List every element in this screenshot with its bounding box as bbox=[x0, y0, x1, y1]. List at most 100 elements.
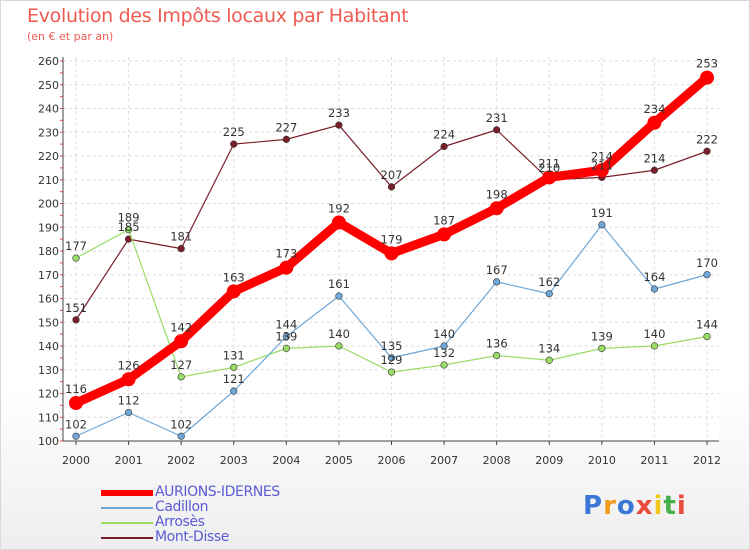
legend-swatch-aurions-idernes bbox=[101, 490, 153, 496]
data-label-arroses: 129 bbox=[381, 353, 403, 367]
logo-letter: r bbox=[603, 491, 617, 521]
data-point-cadillon bbox=[387, 354, 396, 362]
data-point-cadillon bbox=[335, 292, 343, 300]
data-label-aurions-idernes: 116 bbox=[65, 382, 87, 396]
y-tick-label: 210 bbox=[38, 174, 59, 187]
data-label-aurions-idernes: 234 bbox=[643, 102, 665, 116]
legend-item-cadillon: Cadillon bbox=[101, 500, 341, 515]
data-label-cadillon: 121 bbox=[223, 372, 245, 386]
y-tick-label: 150 bbox=[38, 316, 59, 329]
data-label-mont-disse: 214 bbox=[643, 151, 665, 165]
data-label-arroses: 136 bbox=[486, 337, 508, 351]
data-point-arroses bbox=[598, 344, 606, 352]
data-point-mont-disse bbox=[387, 183, 396, 191]
data-label-arroses: 134 bbox=[538, 341, 560, 355]
x-tick-label: 2006 bbox=[378, 454, 406, 467]
data-point-arroses bbox=[545, 356, 553, 364]
data-point-mont-disse bbox=[72, 316, 80, 324]
data-point-aurions-idernes bbox=[121, 372, 136, 387]
x-tick-label: 2001 bbox=[115, 454, 143, 467]
data-point-mont-disse bbox=[282, 135, 290, 143]
legend: AURIONS-IDERNES Cadillon Arrosès Mont-Di… bbox=[101, 485, 341, 545]
data-point-arroses bbox=[703, 332, 711, 341]
data-label-cadillon: 135 bbox=[381, 339, 403, 353]
data-point-cadillon bbox=[440, 342, 448, 350]
series-lines bbox=[69, 70, 714, 440]
data-point-arroses bbox=[72, 254, 80, 262]
data-label-aurions-idernes: 126 bbox=[118, 358, 140, 372]
data-point-cadillon bbox=[493, 278, 501, 286]
y-tick-label: 220 bbox=[38, 150, 59, 163]
y-tick-label: 190 bbox=[38, 221, 59, 234]
legend-item-aurions-idernes: AURIONS-IDERNES bbox=[101, 485, 341, 500]
data-label-mont-disse: 224 bbox=[433, 128, 455, 142]
legend-swatch-cadillon bbox=[101, 507, 153, 509]
data-label-arroses: 144 bbox=[696, 318, 718, 332]
data-point-aurions-idernes bbox=[700, 70, 714, 85]
x-tick-label: 2008 bbox=[483, 454, 511, 467]
x-tick-label: 2010 bbox=[588, 454, 616, 467]
y-tick-label: 240 bbox=[38, 103, 59, 116]
x-tick-label: 2011 bbox=[640, 454, 668, 467]
line-chart: 100 110 120 130 140 150 160 170 180 190 200 210 220 2… bbox=[38, 55, 721, 467]
data-label-aurions-idernes: 142 bbox=[170, 320, 192, 334]
x-tick-label: 2012 bbox=[693, 454, 721, 467]
data-label-mont-disse: 185 bbox=[118, 220, 140, 234]
logo-letter: x bbox=[635, 491, 654, 521]
x-tick-label: 2005 bbox=[325, 454, 353, 467]
chart-subtitle: (en € et par an) bbox=[27, 30, 114, 43]
legend-swatch-mont-disse bbox=[101, 537, 153, 539]
data-label-aurions-idernes: 163 bbox=[223, 270, 245, 284]
data-label-mont-disse: 233 bbox=[328, 106, 350, 120]
data-label-arroses: 189 bbox=[118, 211, 140, 225]
data-point-cadillon bbox=[545, 290, 553, 298]
data-point-aurions-idernes bbox=[542, 170, 557, 185]
data-label-arroses: 139 bbox=[275, 329, 297, 343]
data-point-aurions-idernes bbox=[437, 227, 452, 242]
y-tick-label: 140 bbox=[38, 340, 59, 353]
x-tick-label: 2007 bbox=[430, 454, 458, 467]
data-label-aurions-idernes: 211 bbox=[538, 156, 560, 170]
data-label-cadillon: 164 bbox=[643, 270, 665, 284]
data-label-cadillon: 140 bbox=[433, 327, 455, 341]
y-tick-label: 230 bbox=[38, 126, 59, 139]
data-label-cadillon: 167 bbox=[486, 263, 508, 277]
data-point-aurions-idernes bbox=[69, 396, 83, 410]
data-label-cadillon: 191 bbox=[591, 206, 613, 220]
y-tick-label: 200 bbox=[38, 198, 59, 211]
y-tick-label: 110 bbox=[38, 411, 59, 424]
logo-letter: P bbox=[583, 491, 604, 521]
data-label-aurions-idernes: 253 bbox=[696, 57, 718, 71]
data-point-arroses bbox=[650, 342, 659, 350]
data-label-mont-disse: 211 bbox=[591, 158, 613, 172]
data-label-aurions-idernes: 192 bbox=[328, 202, 350, 216]
logo-letter: t bbox=[663, 491, 677, 521]
data-label-aurions-idernes: 214 bbox=[591, 149, 613, 163]
data-point-mont-disse bbox=[335, 121, 343, 129]
data-label-arroses: 131 bbox=[223, 348, 245, 362]
data-label-cadillon: 144 bbox=[275, 318, 297, 332]
data-label-mont-disse: 207 bbox=[381, 168, 403, 182]
logo-letter: i bbox=[676, 491, 687, 521]
data-label-arroses: 140 bbox=[328, 327, 350, 341]
logo-letter: i bbox=[653, 491, 664, 521]
data-label-cadillon: 162 bbox=[538, 275, 560, 289]
x-tick-label: 2009 bbox=[535, 454, 563, 467]
data-label-arroses: 177 bbox=[65, 239, 87, 253]
data-point-arroses bbox=[177, 373, 185, 381]
data-point-mont-disse bbox=[230, 140, 238, 148]
x-tick-label: 2003 bbox=[220, 454, 248, 467]
data-label-cadillon: 102 bbox=[170, 417, 192, 431]
chart-title: Evolution des Impôts locaux par Habitant bbox=[27, 5, 409, 27]
data-point-cadillon bbox=[703, 271, 711, 279]
y-tick-label: 170 bbox=[38, 269, 59, 282]
data-label-mont-disse: 225 bbox=[223, 125, 245, 139]
data-label-aurions-idernes: 187 bbox=[433, 213, 455, 227]
data-label-arroses: 132 bbox=[433, 346, 455, 360]
data-label-aurions-idernes: 179 bbox=[381, 232, 403, 246]
legend-label-mont-disse: Mont-Disse bbox=[155, 529, 229, 545]
data-point-cadillon bbox=[282, 332, 290, 341]
data-label-mont-disse: 227 bbox=[275, 120, 297, 134]
data-point-arroses bbox=[282, 344, 290, 352]
